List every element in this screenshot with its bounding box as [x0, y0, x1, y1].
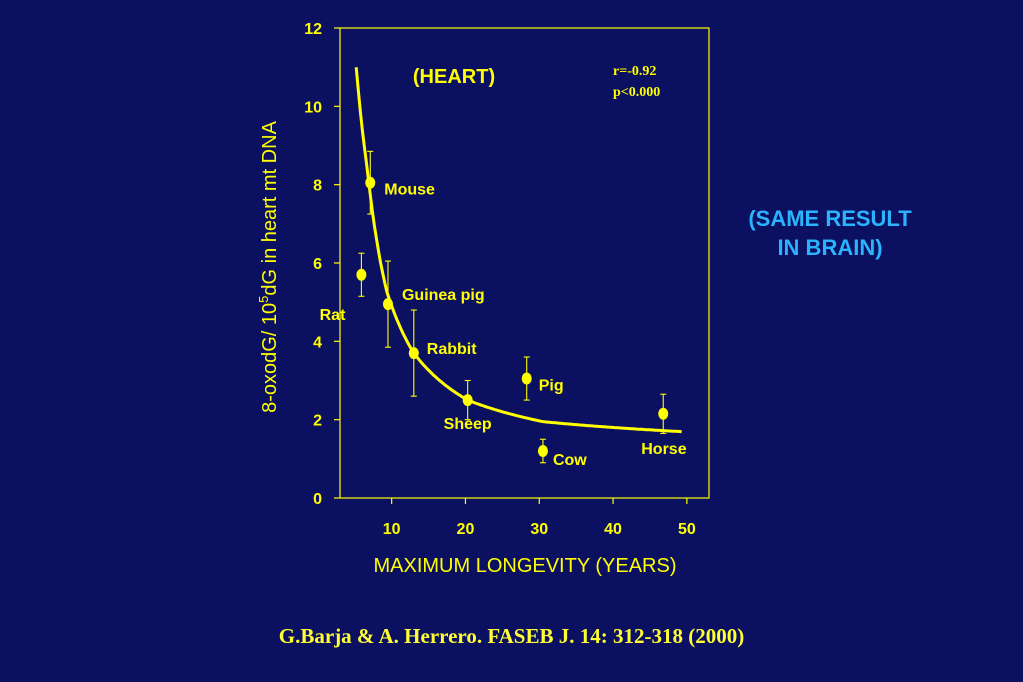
citation: G.Barja & A. Herrero. FASEB J. 14: 312-3… [278, 624, 745, 648]
y-tick-label: 4 [313, 334, 322, 351]
y-tick-label: 2 [313, 413, 322, 430]
point-label: Rabbit [427, 341, 477, 358]
point-label: Guinea pig [402, 287, 485, 304]
point-label: Mouse [384, 182, 435, 199]
x-tick-label: 10 [383, 521, 401, 538]
point-label: Sheep [444, 416, 492, 433]
y-tick-label: 6 [313, 256, 322, 273]
side-note-line-2: IN BRAIN) [777, 235, 883, 260]
fit-curve [354, 67, 682, 434]
point-label: Rat [320, 307, 346, 324]
y-axis-label: 8-oxodG/ 105dG in heart mt DNA [256, 120, 281, 412]
data-points: Mouse Rat Guinea pig Rabbit Sheep Pig Cow Horse [320, 150, 687, 469]
point-label: Horse [641, 441, 686, 458]
data-point [537, 445, 548, 457]
y-axis-label-sup: 5 [256, 296, 271, 303]
x-tick-label: 20 [457, 521, 475, 538]
x-tick-label: 50 [678, 521, 696, 538]
point-label: Pig [539, 378, 564, 395]
side-note-line-1: (SAME RESULT [748, 206, 912, 231]
y-tick-label: 8 [313, 178, 322, 195]
point-label: Cow [553, 452, 587, 469]
data-point [658, 407, 669, 420]
y-axis-label-post: dG in heart mt DNA [259, 120, 281, 295]
y-tick-label: 0 [313, 491, 322, 508]
x-axis-label: MAXIMUM LONGEVITY (YEARS) [373, 555, 676, 577]
data-point [365, 176, 376, 189]
data-point [356, 268, 367, 281]
data-point [462, 394, 473, 407]
data-point [408, 347, 419, 360]
y-axis-label-pre: 8-oxodG/ 10 [259, 303, 281, 413]
x-tick-label: 30 [530, 521, 548, 538]
y-tick-label: 12 [304, 21, 322, 38]
y-tick-label: 10 [304, 99, 322, 116]
data-point [382, 298, 393, 311]
chart-title: (HEART) [413, 66, 495, 88]
r-value: r=-0.92 [613, 64, 656, 79]
side-note: (SAME RESULT IN BRAIN) [700, 204, 960, 262]
data-point [521, 372, 532, 385]
p-value: p<0.000 [613, 85, 660, 100]
axis-ticks: 0 2 4 6 8 10 12 10 20 30 40 50 [304, 21, 696, 538]
x-tick-label: 40 [604, 521, 622, 538]
